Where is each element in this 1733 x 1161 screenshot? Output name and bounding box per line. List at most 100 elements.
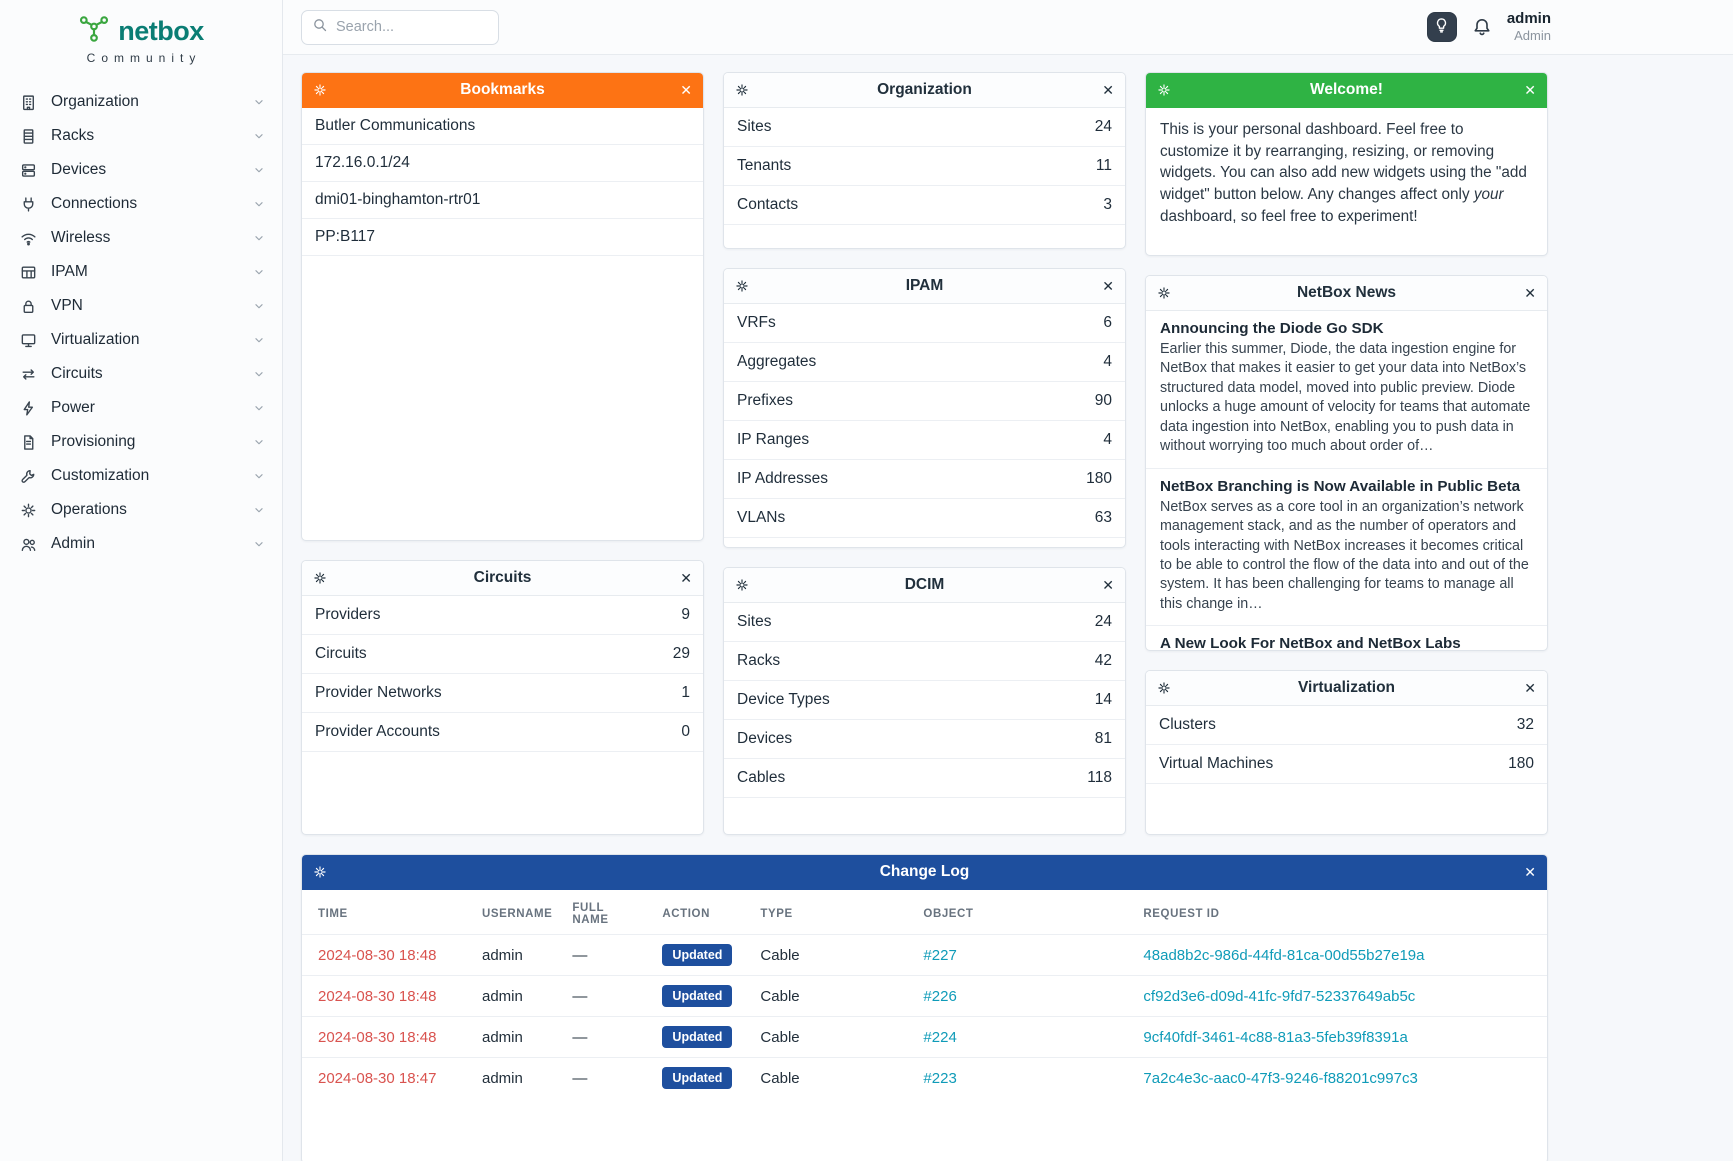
search-input[interactable] [336, 19, 488, 35]
stat-value: 3 [1103, 196, 1112, 213]
sidebar-item-ipam[interactable]: IPAM [0, 255, 282, 289]
close-icon[interactable]: ✕ [1524, 863, 1536, 880]
close-icon[interactable]: ✕ [1102, 277, 1114, 294]
brand-home-link[interactable]: netbox [0, 15, 282, 48]
widget-circuits: Circuits ✕ Providers 9 Circuits 29 Provider … [301, 560, 704, 835]
stat-row-contacts[interactable]: Contacts 3 [724, 186, 1125, 225]
stat-label: Contacts [737, 196, 799, 213]
widget-config-icon[interactable] [313, 865, 328, 879]
sidebar-item-label: Devices [51, 161, 107, 178]
close-icon[interactable]: ✕ [1524, 284, 1536, 301]
sidebar-item-admin[interactable]: Admin [0, 527, 282, 561]
news-article-link[interactable]: A New Look For NetBox and NetBox Labs [1160, 635, 1461, 651]
sidebar-item-power[interactable]: Power [0, 391, 282, 425]
theme-toggle-button[interactable] [1426, 11, 1457, 42]
close-icon[interactable]: ✕ [1524, 81, 1536, 98]
stat-row-ip-ranges[interactable]: IP Ranges 4 [724, 421, 1125, 460]
changelog-object-link[interactable]: #226 [923, 987, 957, 1005]
stat-row-devices[interactable]: Devices 81 [724, 720, 1125, 759]
bookmark-link[interactable]: dmi01-binghamton-rtr01 [302, 182, 703, 219]
sidebar-item-customization[interactable]: Customization [0, 459, 282, 493]
bookmark-link[interactable]: PP:B117 [302, 219, 703, 256]
news-article-link[interactable]: NetBox Branching is Now Available in Pub… [1160, 477, 1521, 495]
widget-config-icon[interactable] [735, 83, 750, 97]
changelog-time-link[interactable]: 2024-08-30 18:48 [318, 987, 437, 1005]
changelog-object-link[interactable]: #223 [923, 1069, 957, 1087]
close-icon[interactable]: ✕ [1102, 576, 1114, 593]
welcome-text-segment: dashboard, so feel free to experiment! [1160, 207, 1418, 225]
stat-list: Clusters 32 Virtual Machines 180 [1146, 706, 1547, 784]
stat-row-clusters[interactable]: Clusters 32 [1146, 706, 1547, 745]
close-icon[interactable]: ✕ [1524, 679, 1536, 696]
widget-title: Change Log [879, 863, 970, 880]
changelog-time-link[interactable]: 2024-08-30 18:47 [318, 1069, 437, 1087]
bookmark-link[interactable]: Butler Communications [302, 108, 703, 145]
changelog-full-name: — [572, 1028, 588, 1046]
widget-title: NetBox News [1296, 284, 1397, 301]
changelog-request-link[interactable]: 48ad8b2c-986d-44fd-81ca-00d55b27e19a [1143, 946, 1425, 964]
stat-row-prefixes[interactable]: Prefixes 90 [724, 382, 1125, 421]
widget-virtualization: Virtualization ✕ Clusters 32 Virtual Machi… [1145, 670, 1548, 835]
sidebar-item-virtualization[interactable]: Virtualization [0, 323, 282, 357]
stat-row-sites[interactable]: Sites 24 [724, 108, 1125, 147]
stat-value: 81 [1094, 730, 1112, 747]
close-icon[interactable]: ✕ [1102, 81, 1114, 98]
stat-row-sites[interactable]: Sites 24 [724, 603, 1125, 642]
sidebar-item-racks[interactable]: Racks [0, 119, 282, 153]
widget-config-icon[interactable] [313, 571, 328, 585]
stat-row-virtual-machines[interactable]: Virtual Machines 180 [1146, 745, 1547, 784]
widget-config-icon[interactable] [313, 83, 328, 97]
building-icon [20, 94, 38, 111]
user-menu[interactable]: admin Admin [1507, 10, 1551, 43]
stat-row-provider-networks[interactable]: Provider Networks 1 [302, 674, 703, 713]
widget-config-icon[interactable] [1157, 83, 1172, 97]
close-icon[interactable]: ✕ [680, 81, 692, 98]
widget-config-icon[interactable] [1157, 286, 1172, 300]
global-search-box[interactable] [301, 9, 499, 45]
brand-name: netbox [118, 16, 204, 46]
changelog-request-link[interactable]: 7a2c4e3c-aac0-47f3-9246-f88201c997c3 [1143, 1069, 1418, 1087]
stat-row-circuits[interactable]: Circuits 29 [302, 635, 703, 674]
sidebar-item-organization[interactable]: Organization [0, 85, 282, 119]
changelog-request-link[interactable]: 9cf40fdf-3461-4c88-81a3-5feb39f8391a [1143, 1028, 1408, 1046]
widget-config-icon[interactable] [735, 279, 750, 293]
close-icon[interactable]: ✕ [680, 569, 692, 586]
action-badge: Updated [662, 944, 733, 966]
sidebar-item-devices[interactable]: Devices [0, 153, 282, 187]
sidebar-item-circuits[interactable]: Circuits [0, 357, 282, 391]
sidebar-item-provisioning[interactable]: Provisioning [0, 425, 282, 459]
sidebar-item-wireless[interactable]: Wireless [0, 221, 282, 255]
changelog-object-link[interactable]: #224 [923, 1028, 957, 1046]
news-article-link[interactable]: Announcing the Diode Go SDK [1160, 320, 1384, 337]
widget-config-icon[interactable] [1157, 681, 1172, 695]
changelog-time-link[interactable]: 2024-08-30 18:48 [318, 1028, 437, 1046]
stat-row-aggregates[interactable]: Aggregates 4 [724, 343, 1125, 382]
stat-row-racks[interactable]: Racks 42 [724, 642, 1125, 681]
changelog-time-link[interactable]: 2024-08-30 18:48 [318, 946, 437, 964]
sidebar-item-vpn[interactable]: VPN [0, 289, 282, 323]
change-log-table: TIME USERNAME FULL NAME ACTION TYPE OBJECT REQ… [302, 890, 1547, 1098]
topbar: admin Admin [283, 0, 1733, 55]
stat-value: 29 [672, 645, 690, 662]
stat-label: Provider Accounts [315, 723, 440, 740]
changelog-object-link[interactable]: #227 [923, 946, 957, 964]
stat-row-cables[interactable]: Cables 118 [724, 759, 1125, 798]
stat-row-tenants[interactable]: Tenants 11 [724, 147, 1125, 186]
stat-row-ip-addresses[interactable]: IP Addresses 180 [724, 460, 1125, 499]
notifications-bell-icon[interactable] [1472, 17, 1492, 37]
stat-row-provider-accounts[interactable]: Provider Accounts 0 [302, 713, 703, 752]
stat-row-vlans[interactable]: VLANs 63 [724, 499, 1125, 538]
table-row: 2024-08-30 18:48 admin — Updated Cable #227 48… [302, 934, 1547, 976]
chevron-down-icon [252, 333, 266, 347]
bookmark-link[interactable]: 172.16.0.1/24 [302, 145, 703, 182]
sidebar-item-connections[interactable]: Connections [0, 187, 282, 221]
stat-row-providers[interactable]: Providers 9 [302, 596, 703, 635]
sidebar-item-operations[interactable]: Operations [0, 493, 282, 527]
changelog-request-link[interactable]: cf92d3e6-d09d-41fc-9fd7-52337649ab5c [1143, 987, 1416, 1005]
chevron-down-icon [252, 435, 266, 449]
widget-config-icon[interactable] [735, 578, 750, 592]
stat-row-vrfs[interactable]: VRFs 6 [724, 304, 1125, 343]
stat-row-device-types[interactable]: Device Types 14 [724, 681, 1125, 720]
chevron-down-icon [252, 265, 266, 279]
chevron-down-icon [252, 503, 266, 517]
